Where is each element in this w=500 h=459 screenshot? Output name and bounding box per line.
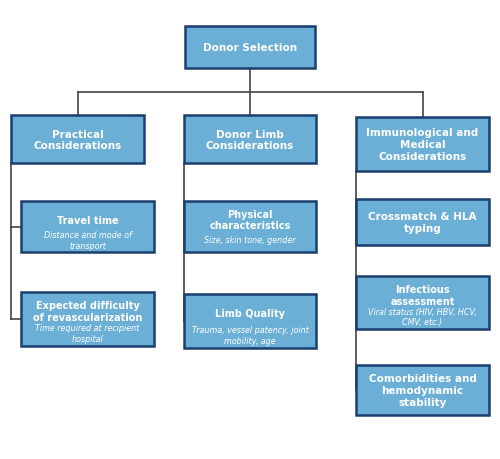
Text: Distance and mode of
transport: Distance and mode of transport <box>44 231 132 250</box>
FancyBboxPatch shape <box>21 202 154 252</box>
Text: Expected difficulty
of revascularization: Expected difficulty of revascularization <box>33 301 142 322</box>
FancyBboxPatch shape <box>356 118 488 172</box>
FancyBboxPatch shape <box>356 365 488 415</box>
FancyBboxPatch shape <box>184 294 316 348</box>
FancyBboxPatch shape <box>184 116 316 164</box>
Text: Practical
Considerations: Practical Considerations <box>34 129 122 151</box>
FancyBboxPatch shape <box>184 202 316 252</box>
Text: Time required at recipient
hospital: Time required at recipient hospital <box>36 324 140 343</box>
Text: Donor Selection: Donor Selection <box>203 43 297 53</box>
Text: Comorbidities and
hemodynamic
stability: Comorbidities and hemodynamic stability <box>368 374 476 407</box>
FancyBboxPatch shape <box>21 292 154 346</box>
Text: Donor Limb
Considerations: Donor Limb Considerations <box>206 129 294 151</box>
Text: Limb Quality: Limb Quality <box>215 309 285 319</box>
FancyBboxPatch shape <box>185 27 315 69</box>
Text: Viral status (HIV, HBV, HCV,
CMV, etc.): Viral status (HIV, HBV, HCV, CMV, etc.) <box>368 307 477 326</box>
Text: Travel time: Travel time <box>56 215 118 225</box>
Text: Physical
characteristics: Physical characteristics <box>210 209 290 231</box>
Text: Trauma, vessel patency, joint
mobility, age: Trauma, vessel patency, joint mobility, … <box>192 326 308 345</box>
Text: Size, skin tone, gender: Size, skin tone, gender <box>204 236 296 245</box>
FancyBboxPatch shape <box>11 116 144 164</box>
FancyBboxPatch shape <box>356 200 488 246</box>
FancyBboxPatch shape <box>356 276 488 330</box>
Text: Crossmatch & HLA
typing: Crossmatch & HLA typing <box>368 212 477 233</box>
Text: Infectious
assessment: Infectious assessment <box>390 285 454 306</box>
Text: Immunological and
Medical
Considerations: Immunological and Medical Considerations <box>366 128 478 161</box>
